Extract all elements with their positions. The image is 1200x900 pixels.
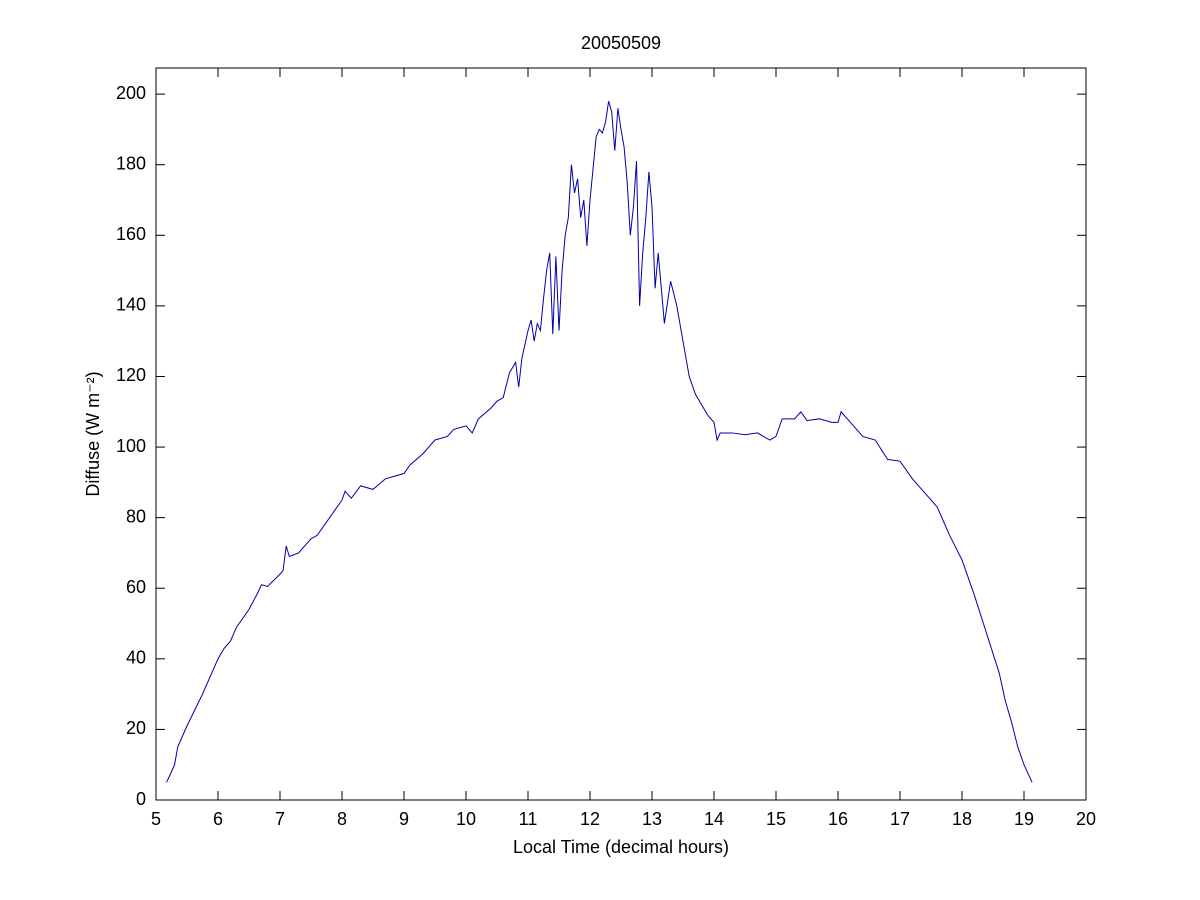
y-tick-label: 200 [116,83,146,103]
x-tick-label: 6 [213,809,223,829]
x-tick-label: 14 [704,809,724,829]
chart-title: 20050509 [581,33,661,53]
y-tick-label: 100 [116,436,146,456]
y-tick-label: 120 [116,365,146,385]
x-tick-label: 17 [890,809,910,829]
y-tick-label: 60 [126,577,146,597]
x-tick-label: 9 [399,809,409,829]
x-tick-label: 15 [766,809,786,829]
plot-area [155,67,1087,801]
x-tick-label: 11 [519,809,538,829]
x-tick-label: 19 [1014,809,1034,829]
x-tick-label: 10 [456,809,476,829]
y-tick-label: 0 [136,789,146,809]
y-axis-label: Diffuse (W m⁻²) [83,371,103,496]
x-tick-label: 8 [337,809,347,829]
x-tick-label: 20 [1076,809,1096,829]
x-tick-label: 18 [952,809,972,829]
y-tick-label: 180 [116,153,146,173]
y-tick-label: 20 [126,718,146,738]
y-tick-label: 140 [116,295,146,315]
x-axis-label: Local Time (decimal hours) [513,837,729,857]
data-line [166,101,1033,783]
x-tick-label: 5 [151,809,161,829]
y-tick-label: 40 [126,648,146,668]
y-tick-label: 80 [126,506,146,526]
x-tick-label: 7 [275,809,285,829]
x-tick-label: 12 [580,809,600,829]
x-tick-label: 13 [642,809,662,829]
x-tick-label: 16 [828,809,848,829]
y-tick-label: 160 [116,224,146,244]
